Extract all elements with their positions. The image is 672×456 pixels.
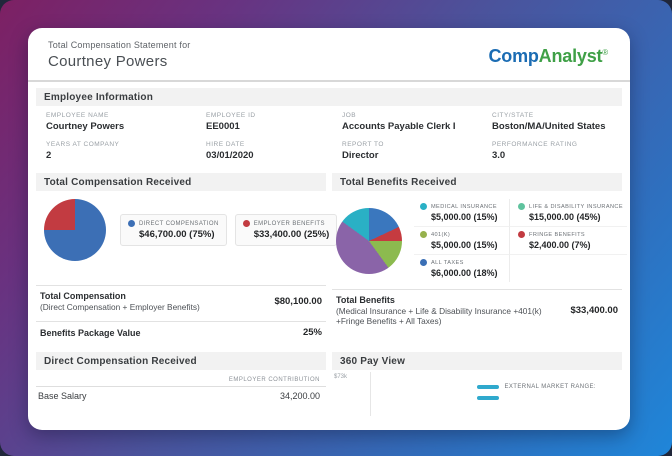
- total-compensation-value: $80,100.00: [274, 296, 322, 307]
- market-range-swatch-icon: [476, 396, 499, 400]
- employer-contribution-column-header: EMPLOYER CONTRIBUTION: [228, 377, 320, 383]
- field-employee-id: EMPLOYEE ID EE0001: [206, 112, 256, 132]
- legend-medical-insurance: MEDICAL INSURANCE $5,000.00 (15%): [414, 199, 509, 227]
- legend-fringe-benefits: FRINGE BENEFITS $2,400.00 (7%): [509, 227, 628, 255]
- registered-mark-icon: ®: [602, 48, 608, 57]
- pay-view-chart: $73k EXTERNAL MARKET RANGE:: [332, 370, 622, 416]
- total-compensation-row: Total Compensation (Direct Compensation …: [36, 285, 326, 314]
- legend-empty-cell: [509, 255, 627, 282]
- bottom-panels: Direct Compensation Received EMPLOYER CO…: [36, 352, 622, 416]
- direct-compensation-section: Direct Compensation Received EMPLOYER CO…: [36, 352, 326, 416]
- total-benefits-value: $33,400.00: [570, 305, 618, 316]
- compensation-chart-row: DIRECT COMPENSATION $46,700.00 (75%) EMP…: [36, 199, 338, 261]
- axis-tick-label: $73k: [334, 374, 348, 380]
- logo-analyst-text: Analyst: [538, 46, 603, 66]
- table-row-base-salary: Base Salary 34,200.00: [36, 386, 326, 405]
- external-market-range-legend: EXTERNAL MARKET RANGE:: [476, 384, 597, 390]
- legend-direct-compensation: DIRECT COMPENSATION $46,700.00 (75%): [120, 214, 227, 246]
- total-benefits-panel: Total Benefits Received MEDICAL INSURANC…: [332, 173, 628, 340]
- pay-view-header: 360 Pay View: [332, 352, 622, 370]
- benefits-package-row: Benefits Package Value 25%: [36, 321, 326, 340]
- employee-info-grid: EMPLOYEE NAME Courtney Powers EMPLOYEE I…: [36, 106, 622, 165]
- benefits-chart-row: MEDICAL INSURANCE $5,000.00 (15%) LIFE &…: [332, 199, 628, 282]
- fringe-benefits-dot-icon: [518, 231, 525, 238]
- legend-all-taxes: ALL TAXES $6,000.00 (18%): [414, 255, 509, 282]
- second-legend-swatch: [476, 396, 597, 400]
- compensation-legend: DIRECT COMPENSATION $46,700.00 (75%) EMP…: [120, 214, 338, 246]
- 401k-dot-icon: [420, 231, 427, 238]
- statement-employee-name: Courtney Powers: [48, 53, 168, 70]
- compensation-pie-chart: [44, 199, 106, 261]
- middle-panels: Total Compensation Received DIRECT COMPE…: [36, 173, 628, 340]
- field-years-at-company: YEARS AT COMPANY 2: [46, 141, 120, 161]
- row-label: Base Salary: [38, 391, 87, 401]
- companalyst-logo: CompAnalyst®: [488, 46, 608, 67]
- field-performance-rating: PERFORMANCE RATING 3.0: [492, 141, 578, 161]
- total-benefits-header: Total Benefits Received: [332, 173, 622, 191]
- life-disability-dot-icon: [518, 203, 525, 210]
- card-header: Total Compensation Statement for Courtne…: [28, 28, 630, 82]
- field-city-state: CITY/STATE Boston/MA/United States: [492, 112, 606, 132]
- employer-benefits-dot-icon: [242, 220, 250, 227]
- employee-info-header: Employee Information: [36, 88, 622, 106]
- statement-card: Total Compensation Statement for Courtne…: [28, 28, 630, 430]
- direct-compensation-dot-icon: [128, 220, 135, 227]
- medical-insurance-dot-icon: [420, 203, 427, 210]
- direct-compensation-header: Direct Compensation Received: [36, 352, 326, 370]
- benefits-pie-chart: [336, 207, 402, 274]
- statement-subtitle: Total Compensation Statement for: [48, 40, 191, 50]
- field-report-to: REPORT TO Director: [342, 141, 384, 161]
- total-compensation-header: Total Compensation Received: [36, 173, 326, 191]
- total-compensation-panel: Total Compensation Received DIRECT COMPE…: [36, 173, 338, 340]
- legend-life-disability: LIFE & DISABILITY INSURANCE $15,000.00 (…: [509, 199, 628, 227]
- pay-view-section: 360 Pay View $73k EXTERNAL MARKET RANGE:: [332, 352, 622, 416]
- axis-line: [370, 372, 371, 416]
- benefits-package-value: 25%: [302, 327, 322, 338]
- total-benefits-row: Total Benefits (Medical Insurance + Life…: [332, 289, 622, 328]
- benefits-legend: MEDICAL INSURANCE $5,000.00 (15%) LIFE &…: [414, 199, 628, 282]
- legend-401k: 401(K) $5,000.00 (15%): [414, 227, 509, 255]
- all-taxes-dot-icon: [420, 259, 427, 266]
- pay-view-legend: EXTERNAL MARKET RANGE:: [476, 384, 597, 406]
- field-hire-date: HIRE DATE 03/01/2020: [206, 141, 254, 161]
- row-value: 34,200.00: [279, 391, 320, 401]
- legend-employer-benefits: EMPLOYER BENEFITS $33,400.00 (25%): [234, 214, 338, 246]
- header-titles: Total Compensation Statement for Courtne…: [48, 40, 190, 70]
- market-range-swatch-icon: [476, 385, 499, 389]
- employee-info-section: Employee Information EMPLOYEE NAME Court…: [36, 88, 622, 165]
- field-job: JOB Accounts Payable Clerk I: [342, 112, 456, 132]
- logo-comp-text: Comp: [488, 46, 539, 66]
- field-employee-name: EMPLOYEE NAME Courtney Powers: [46, 112, 125, 132]
